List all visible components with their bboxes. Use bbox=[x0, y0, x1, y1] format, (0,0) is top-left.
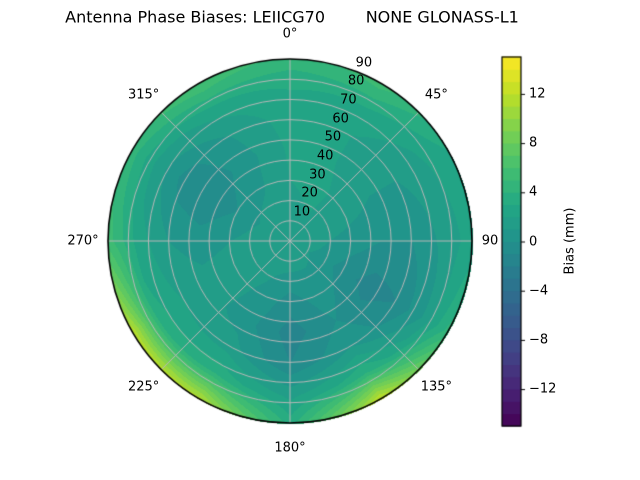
r-tick-label-90: 90 bbox=[355, 55, 373, 71]
r-tick-label-10: 10 bbox=[293, 204, 311, 220]
colorbar-tick-label-0: 0 bbox=[529, 234, 538, 249]
colorbar-tick-label-4: 4 bbox=[529, 184, 538, 200]
colorbar-tick-label--8: −8 bbox=[529, 332, 549, 348]
theta-tick-label-315: 315° bbox=[127, 87, 160, 103]
theta-tick-label-180: 180° bbox=[274, 440, 306, 456]
r-tick-label-50: 50 bbox=[324, 129, 342, 145]
theta-tick-label-90: 90 bbox=[481, 233, 499, 249]
theta-tick-label-45: 45° bbox=[424, 87, 448, 103]
colorbar-tick-label-12: 12 bbox=[529, 86, 546, 102]
theta-tick-label-270: 270° bbox=[67, 233, 99, 249]
theta-tick-label-135: 135° bbox=[420, 379, 453, 395]
theta-tick-label-225: 225° bbox=[127, 379, 160, 395]
r-tick-label-30: 30 bbox=[309, 167, 326, 183]
r-tick-label-70: 70 bbox=[340, 92, 357, 108]
r-tick-label-20: 20 bbox=[301, 185, 318, 201]
r-tick-label-60: 60 bbox=[332, 111, 349, 127]
theta-tick-label-0: 0° bbox=[282, 26, 298, 42]
r-tick-label-80: 80 bbox=[347, 73, 365, 89]
colorbar-tick-label--12: −12 bbox=[529, 381, 557, 397]
figure-title: Antenna Phase Biases: LEIICG70 NONE GLON… bbox=[65, 7, 519, 27]
colorbar-tick-label--4: −4 bbox=[529, 283, 549, 299]
colorbar-tick-label-8: 8 bbox=[529, 135, 538, 151]
r-tick-label-40: 40 bbox=[316, 148, 334, 164]
colorbar-axis-label: Bias (mm) bbox=[562, 207, 578, 275]
